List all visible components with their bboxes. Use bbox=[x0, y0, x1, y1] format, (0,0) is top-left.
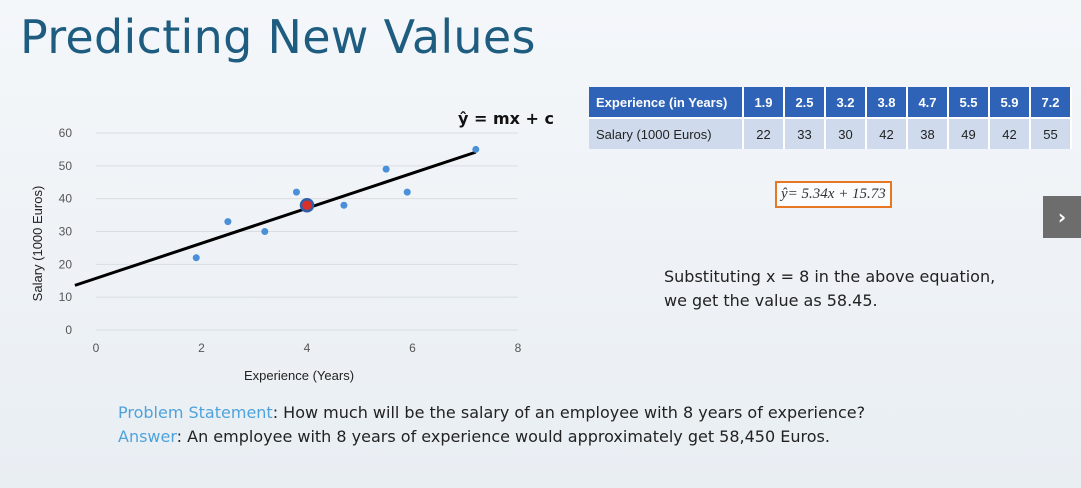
scatter-chart: 0 10 20 30 40 50 60 0 2 4 6 8 ŷ = mx + c Experience (… bbox=[28, 100, 568, 400]
problem-line: Problem Statement: How much will be the … bbox=[118, 401, 865, 425]
table-row-label: Salary (1000 Euros) bbox=[589, 117, 744, 149]
regression-line bbox=[74, 150, 477, 287]
table-header-cell: 1.9 bbox=[744, 87, 785, 117]
y-tick-label: 30 bbox=[59, 225, 73, 239]
y-axis-label: Salary (1000 Euros) bbox=[30, 186, 45, 302]
table-cell: 38 bbox=[908, 117, 949, 149]
substitution-text: Substituting x = 8 in the above equation… bbox=[664, 265, 1044, 313]
table-header-cell: 5.5 bbox=[949, 87, 990, 117]
answer-text: : An employee with 8 years of experience… bbox=[176, 427, 830, 446]
y-tick-label: 60 bbox=[59, 126, 73, 140]
table-header-cell: 2.5 bbox=[785, 87, 826, 117]
data-point bbox=[472, 145, 480, 153]
data-point bbox=[382, 165, 390, 173]
y-tick-label: 20 bbox=[59, 257, 73, 271]
line-annotation: ŷ = mx + c bbox=[458, 109, 554, 128]
x-tick-label: 4 bbox=[304, 341, 311, 355]
table-cell: 55 bbox=[1031, 117, 1072, 149]
data-point bbox=[292, 188, 300, 196]
x-axis-label: Experience (Years) bbox=[244, 368, 354, 383]
table-header-cell: 4.7 bbox=[908, 87, 949, 117]
table-cell: 49 bbox=[949, 117, 990, 149]
x-tick-label: 0 bbox=[93, 341, 100, 355]
table-cell: 42 bbox=[867, 117, 908, 149]
table-cell: 42 bbox=[990, 117, 1031, 149]
table-header-label: Experience (in Years) bbox=[589, 87, 744, 117]
x-tick-label: 8 bbox=[515, 341, 522, 355]
x-tick-label: 6 bbox=[409, 341, 416, 355]
data-point bbox=[224, 218, 232, 226]
equation-box: ŷ= 5.34x + 15.73 bbox=[775, 181, 892, 208]
y-tick-label: 10 bbox=[59, 290, 73, 304]
table-row: Salary (1000 Euros) 22 33 30 42 38 49 42 55 bbox=[589, 117, 1072, 149]
table-cell: 33 bbox=[785, 117, 826, 149]
y-tick-label: 0 bbox=[65, 323, 72, 337]
answer-label: Answer bbox=[118, 427, 177, 446]
problem-label: Problem Statement bbox=[118, 403, 273, 422]
substitution-line-1: Substituting x = 8 in the above equation… bbox=[664, 267, 996, 286]
answer-line: Answer: An employee with 8 years of expe… bbox=[118, 425, 865, 449]
data-point bbox=[340, 201, 348, 209]
data-point bbox=[192, 254, 200, 262]
table-header-cell: 3.2 bbox=[826, 87, 867, 117]
page-title: Predicting New Values bbox=[20, 10, 536, 64]
problem-statement: Problem Statement: How much will be the … bbox=[118, 401, 865, 449]
data-point bbox=[403, 188, 411, 196]
problem-text: : How much will be the salary of an empl… bbox=[272, 403, 866, 422]
table-header-row: Experience (in Years) 1.9 2.5 3.2 3.8 4.7 5.5… bbox=[589, 87, 1072, 117]
data-table: Experience (in Years) 1.9 2.5 3.2 3.8 4.7 5.5… bbox=[589, 87, 1072, 149]
next-slide-button[interactable]: › bbox=[1043, 196, 1081, 238]
y-tick-label: 40 bbox=[59, 192, 73, 206]
chart-svg: 0 10 20 30 40 50 60 0 2 4 6 8 ŷ = mx + c Experience (… bbox=[30, 109, 554, 383]
table-cell: 30 bbox=[826, 117, 867, 149]
table-header-cell: 5.9 bbox=[990, 87, 1031, 117]
data-point bbox=[261, 228, 269, 235]
table-header-cell: 7.2 bbox=[1031, 87, 1072, 117]
substitution-line-2: we get the value as 58.45. bbox=[664, 291, 878, 310]
table-header-cell: 3.8 bbox=[867, 87, 908, 117]
highlight-point bbox=[299, 197, 315, 213]
table-cell: 22 bbox=[744, 117, 785, 149]
chevron-right-icon: › bbox=[1057, 205, 1067, 229]
x-tick-label: 2 bbox=[198, 341, 205, 355]
y-tick-label: 50 bbox=[59, 159, 73, 173]
